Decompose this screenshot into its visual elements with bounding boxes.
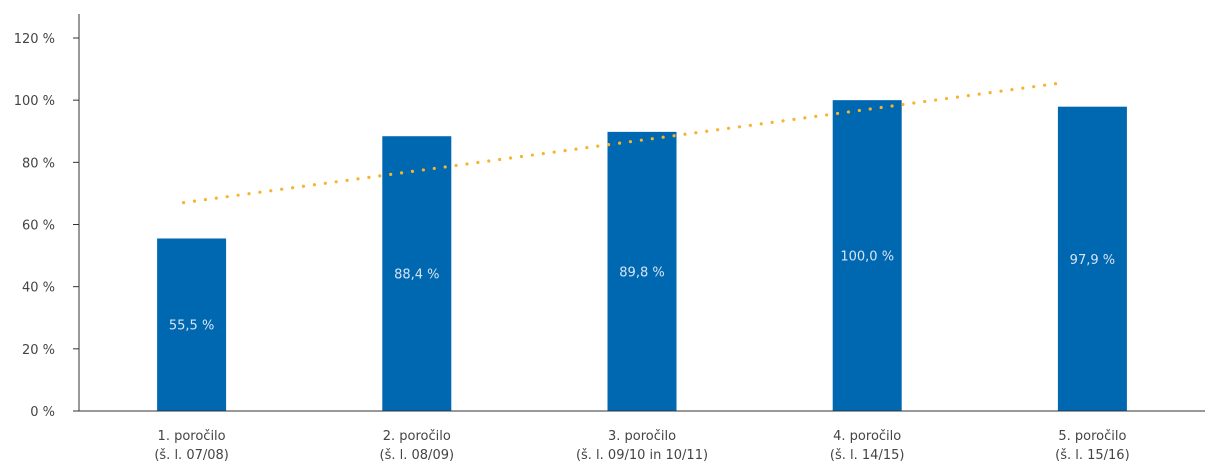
bar xyxy=(1057,106,1127,412)
bars: 55,5 % 88,4 % 89,8 % 100,0 % 97,9 % xyxy=(157,100,1127,412)
bar xyxy=(832,100,902,412)
category-label: (š. l. 07/08) xyxy=(154,448,229,463)
data-label: 89,8 % xyxy=(619,265,664,280)
y-axis: 0 % 20 % 40 % 60 % 80 % 100 % 120 % xyxy=(14,14,80,420)
category-label: 4. poročilo xyxy=(833,429,901,444)
bar xyxy=(382,136,452,411)
x-axis: 1. poročilo (š. l. 07/08) 2. poročilo (š. l… xyxy=(79,410,1205,463)
category-label: 2. poročilo xyxy=(383,429,451,444)
category-label: (š. l. 14/15) xyxy=(830,448,905,463)
data-label: 100,0 % xyxy=(840,250,894,265)
data-label: 55,5 % xyxy=(169,319,214,334)
y-tick-label: 80 % xyxy=(22,156,55,171)
y-tick-label: 20 % xyxy=(22,343,55,358)
data-label: 97,9 % xyxy=(1070,253,1115,268)
category-label: (š. l. 15/16) xyxy=(1055,448,1130,463)
category-label: (š. l. 09/10 in 10/11) xyxy=(576,448,708,463)
category-label: 1. poročilo xyxy=(158,429,226,444)
category-label: 3. poročilo xyxy=(608,429,676,444)
data-label: 88,4 % xyxy=(394,268,439,283)
y-tick-label: 40 % xyxy=(22,281,55,296)
y-tick-label: 60 % xyxy=(22,219,55,234)
bar xyxy=(607,131,677,411)
bar xyxy=(157,238,227,411)
category-label: 5. poročilo xyxy=(1058,429,1126,444)
category-label: (š. l. 08/09) xyxy=(380,448,455,463)
y-tick-label: 0 % xyxy=(30,405,55,420)
y-tick-label: 100 % xyxy=(14,94,55,109)
y-tick-label: 120 % xyxy=(14,32,55,47)
